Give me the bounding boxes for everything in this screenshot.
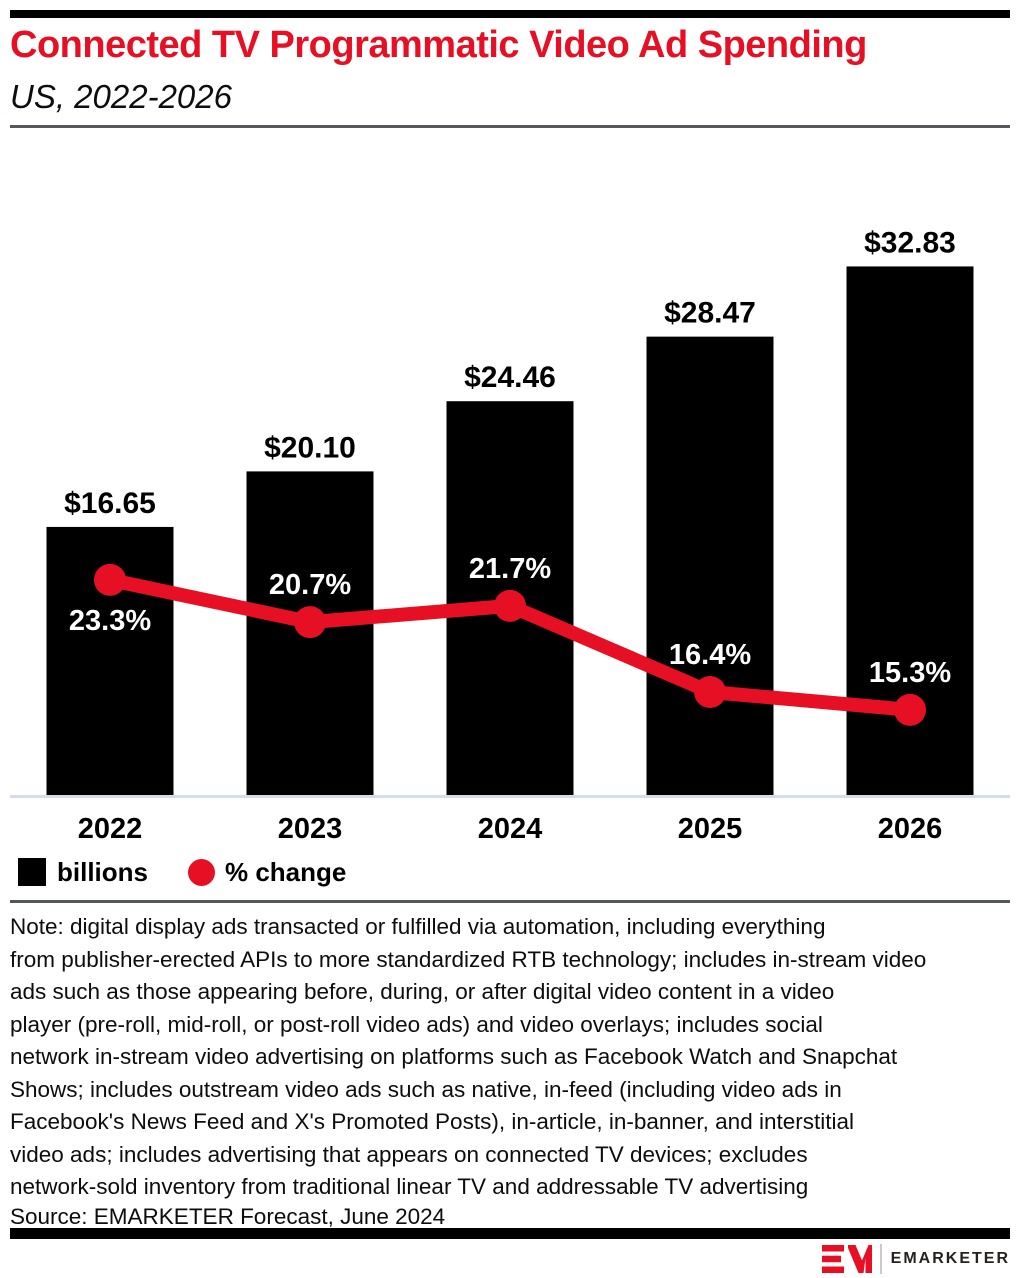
- em-mark-bar: [821, 1266, 844, 1273]
- em-mark-bar: [821, 1255, 841, 1263]
- legend-divider: [10, 900, 1010, 903]
- emarketer-wordmark: EMARKETER: [890, 1250, 1010, 1267]
- x-tick-2025: 2025: [678, 813, 743, 845]
- note-text: Note: digital display ads transacted or …: [10, 914, 927, 1199]
- chart-legend: billions % change: [18, 856, 346, 888]
- x-tick-2023: 2023: [278, 813, 343, 845]
- footer-divider: [10, 1228, 1010, 1239]
- pct-label-2026: 15.3%: [869, 657, 951, 689]
- pct-label-2024: 21.7%: [469, 553, 551, 585]
- pct-dot-2022: [94, 563, 126, 596]
- combo-chart: $16.65 $20.10 $24.46 $28.47 $32.83 23.3% 20.7%…: [10, 226, 1010, 845]
- pct-dot-2026: [894, 693, 926, 726]
- pct-dot-2023: [294, 606, 326, 639]
- pct-change-circle-icon: [188, 858, 215, 886]
- bar-value-label-2026: $32.83: [864, 226, 956, 259]
- em-mark-icon: [821, 1245, 872, 1273]
- x-tick-2024: 2024: [478, 813, 543, 845]
- em-mark-bar: [821, 1245, 844, 1252]
- bar-value-label-2024: $24.46: [464, 361, 556, 394]
- header-divider: [10, 125, 1010, 128]
- emarketer-logo: EMARKETER: [821, 1244, 1010, 1274]
- pct-dot-2024: [494, 589, 526, 622]
- source-text: Source: EMARKETER Forecast, June 2024: [10, 1204, 446, 1229]
- pct-label-2025: 16.4%: [669, 639, 751, 671]
- x-tick-2022: 2022: [78, 813, 143, 845]
- pct-label-2022: 23.3%: [69, 605, 151, 637]
- bar-2025: [646, 336, 774, 795]
- x-tick-2026: 2026: [878, 813, 943, 845]
- bar-value-label-2025: $28.47: [664, 297, 756, 330]
- logo-divider: [879, 1244, 882, 1274]
- pct-dot-2025: [694, 676, 726, 708]
- bar-value-label-2023: $20.10: [264, 431, 356, 464]
- bar-value-label-2022: $16.65: [64, 487, 156, 520]
- billions-square-icon: [18, 858, 46, 886]
- page-title: Connected TV Programmatic Video Ad Spend…: [10, 24, 867, 66]
- pct-label-2023: 20.7%: [269, 569, 351, 601]
- em-mark-m: [847, 1245, 872, 1273]
- legend-label-pct-change: % change: [225, 857, 347, 887]
- top-rule: [10, 10, 1010, 18]
- legend-label-billions: billions: [57, 857, 148, 887]
- page-subtitle: US, 2022-2026: [10, 78, 232, 115]
